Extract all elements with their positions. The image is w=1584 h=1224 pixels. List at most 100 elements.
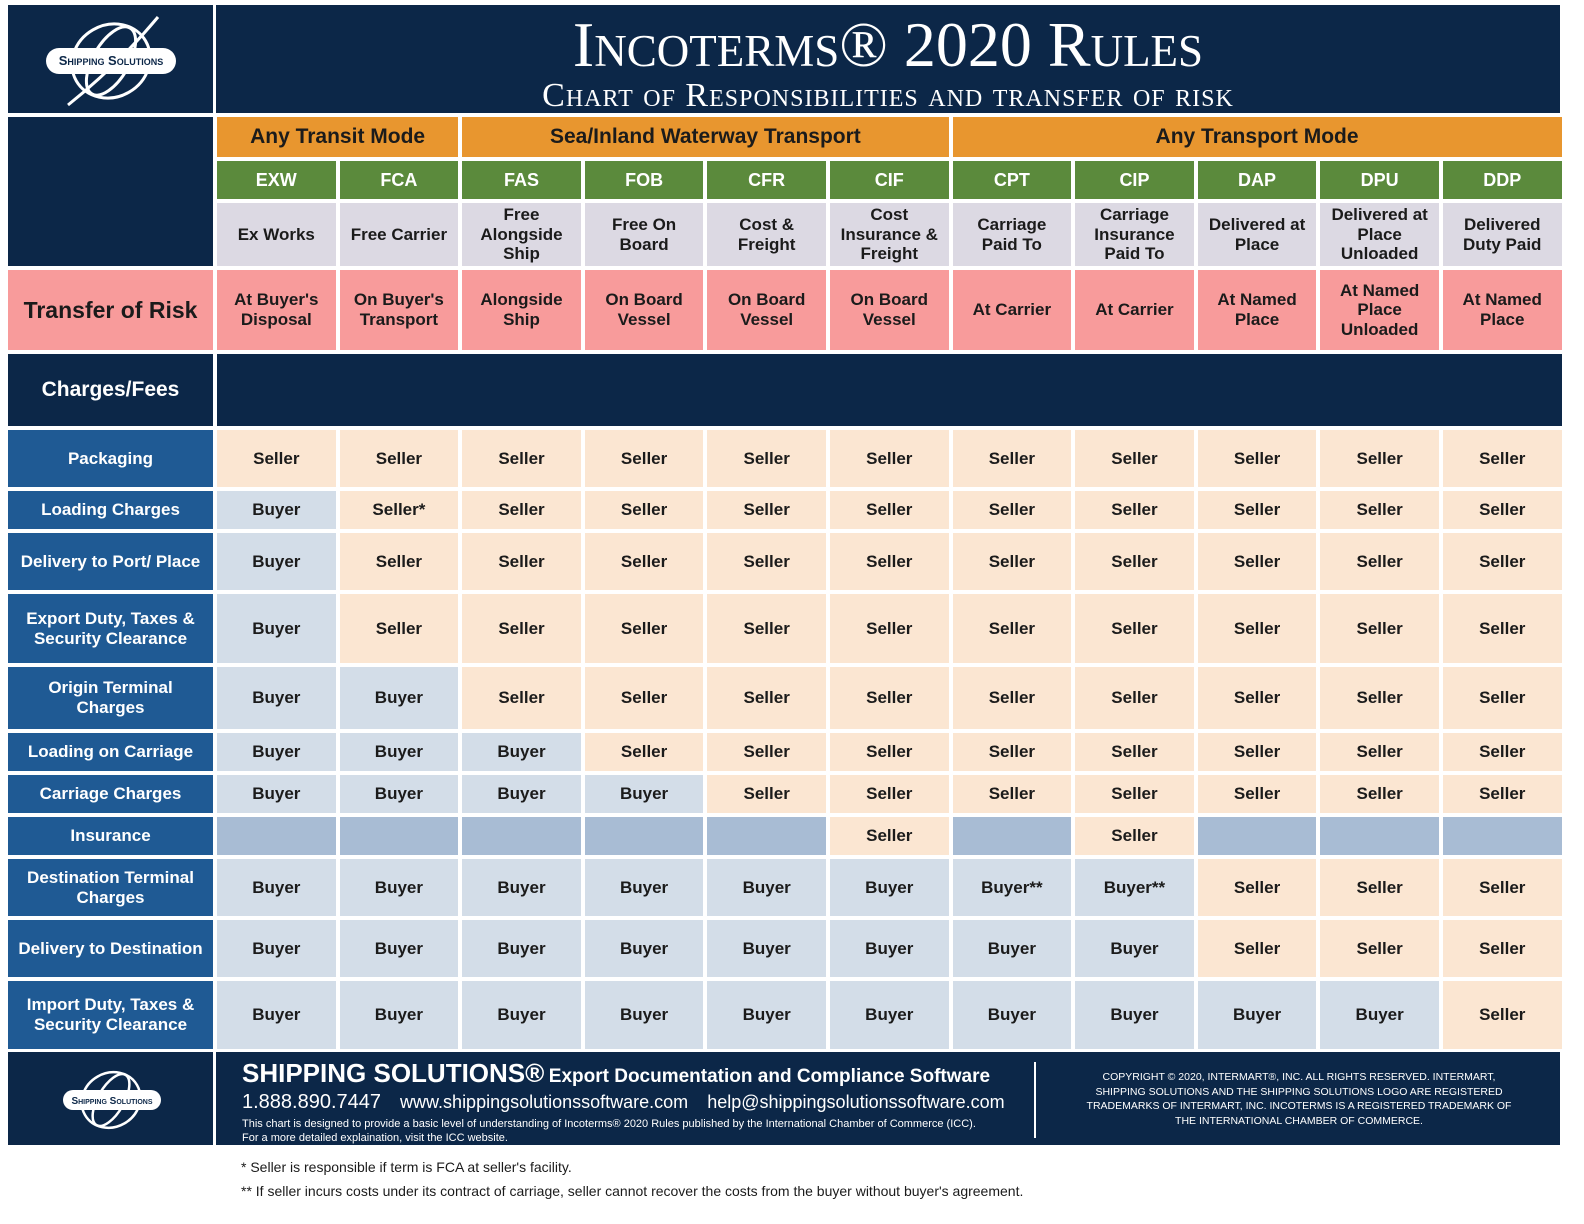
footnotes: * Seller is responsible if term is FCA a… [241, 1155, 1023, 1203]
responsibility-cell: Seller [339, 430, 459, 487]
responsibility-cell: Seller [1320, 920, 1439, 977]
responsibility-cell: Seller [829, 667, 949, 729]
responsibility-cell: Buyer [584, 981, 704, 1049]
term-code: CFR [707, 161, 826, 199]
responsibility-cell: Seller [707, 430, 826, 487]
term-code: CIF [829, 161, 949, 199]
responsibility-cell: Seller [462, 533, 581, 590]
term-code: DDP [1442, 161, 1562, 199]
responsibility-cell [1197, 817, 1317, 855]
footer-copyright: COPYRIGHT © 2020, INTERMART®, INC. ALL R… [1086, 1071, 1512, 1127]
responsibility-cell: Seller [1442, 859, 1562, 916]
responsibility-cell: Seller [584, 533, 704, 590]
responsibility-cell: Seller [462, 667, 581, 729]
responsibility-cell: Seller [1075, 430, 1194, 487]
responsibility-cell: Seller [1442, 667, 1562, 729]
responsibility-cell: Buyer [339, 775, 459, 813]
responsibility-cell: Seller [1320, 491, 1439, 529]
risk-point: At Carrier [952, 270, 1072, 350]
responsibility-cell: Buyer [217, 733, 336, 771]
title: Incoterms® 2020 Rules [572, 9, 1204, 80]
responsibility-cell: Seller* [339, 491, 459, 529]
responsibility-cell: Buyer [339, 733, 459, 771]
title-box: Incoterms® 2020 Rules Chart of Responsib… [216, 5, 1560, 113]
responsibility-cell: Buyer [462, 920, 581, 977]
transport-group: Any Transport Mode [952, 117, 1562, 157]
responsibility-cell [217, 817, 336, 855]
responsibility-cell: Buyer [217, 775, 336, 813]
term-code: FOB [584, 161, 704, 199]
responsibility-cell [707, 817, 826, 855]
term-name: Free Alongside Ship [462, 203, 581, 266]
responsibility-cell: Seller [1442, 920, 1562, 977]
term-code: CPT [952, 161, 1072, 199]
responsibility-cell: Seller [707, 733, 826, 771]
responsibility-cell: Seller [1442, 491, 1562, 529]
term-code: CIP [1075, 161, 1194, 199]
risk-point: On Board Vessel [829, 270, 949, 350]
responsibility-cell: Seller [1442, 733, 1562, 771]
responsibility-cell: Seller [1320, 859, 1439, 916]
responsibility-cell: Seller [462, 491, 581, 529]
row-label: Export Duty, Taxes & Security Clearance [8, 594, 213, 663]
responsibility-cell: Buyer [952, 981, 1072, 1049]
row-label: Loading Charges [8, 491, 213, 529]
responsibility-cell: Seller [829, 533, 949, 590]
responsibility-cell: Seller [1320, 430, 1439, 487]
term-name: Cost & Freight [707, 203, 826, 266]
responsibility-cell: Seller [1442, 430, 1562, 487]
responsibility-cell: Seller [1197, 430, 1317, 487]
responsibility-cell: Seller [1197, 667, 1317, 729]
logo-text: Shipping Solutions [71, 1096, 152, 1107]
responsibility-cell: Seller [1320, 775, 1439, 813]
responsibility-cell: Buyer [1320, 981, 1439, 1049]
responsibility-cell: Buyer [462, 775, 581, 813]
responsibility-cell: Seller [1442, 775, 1562, 813]
footer-phone: 1.888.890.7447 [242, 1091, 382, 1113]
footer: SHIPPING SOLUTIONS® Export Documentation… [216, 1052, 1560, 1145]
responsibility-cell: Buyer [952, 920, 1072, 977]
responsibility-cell: Seller [1075, 817, 1194, 855]
responsibility-cell: Seller [707, 667, 826, 729]
responsibility-cell: Seller [584, 491, 704, 529]
risk-point: On Board Vessel [707, 270, 826, 350]
responsibility-cell [1320, 817, 1439, 855]
responsibility-cell: Seller [707, 775, 826, 813]
footer-tagline: Export Documentation and Compliance Soft… [548, 1066, 991, 1087]
responsibility-cell: Seller [952, 533, 1072, 590]
responsibility-cell [1442, 817, 1562, 855]
responsibility-cell: Seller [829, 594, 949, 663]
responsibility-cell: Seller [952, 594, 1072, 663]
responsibility-cell: Seller [707, 594, 826, 663]
term-code: DPU [1320, 161, 1439, 199]
responsibility-cell: Seller [1442, 981, 1562, 1049]
responsibility-cell: Buyer [707, 859, 826, 916]
row-label: Insurance [8, 817, 213, 855]
responsibility-cell: Buyer [217, 859, 336, 916]
transport-group: Any Transit Mode [217, 117, 459, 157]
term-name: Delivered at Place [1197, 203, 1317, 266]
risk-point: On Board Vessel [584, 270, 704, 350]
responsibility-cell: Buyer [339, 920, 459, 977]
footer-logo: Shipping Solutions [63, 1070, 161, 1130]
responsibility-cell: Seller [462, 594, 581, 663]
responsibility-cell: Seller [584, 594, 704, 663]
responsibility-cell: Seller [952, 775, 1072, 813]
row-label: Destination Terminal Charges [8, 859, 213, 916]
responsibility-cell: Seller [952, 733, 1072, 771]
responsibility-cell: Seller [1320, 533, 1439, 590]
term-name: Delivered Duty Paid [1442, 203, 1562, 266]
responsibility-cell: Buyer [584, 920, 704, 977]
responsibility-cell: Buyer [584, 859, 704, 916]
responsibility-cell: Seller [829, 491, 949, 529]
subtitle: Chart of Responsibilities and transfer o… [542, 77, 1234, 114]
charges-label: Charges/Fees [8, 354, 213, 426]
term-name: Ex Works [217, 203, 336, 266]
risk-point: Alongside Ship [462, 270, 581, 350]
logo-box: Shipping Solutions [8, 5, 213, 113]
responsibility-cell: Buyer [217, 920, 336, 977]
responsibility-cell: Buyer [1197, 981, 1317, 1049]
responsibility-cell: Seller [339, 594, 459, 663]
responsibility-cell: Buyer [217, 491, 336, 529]
